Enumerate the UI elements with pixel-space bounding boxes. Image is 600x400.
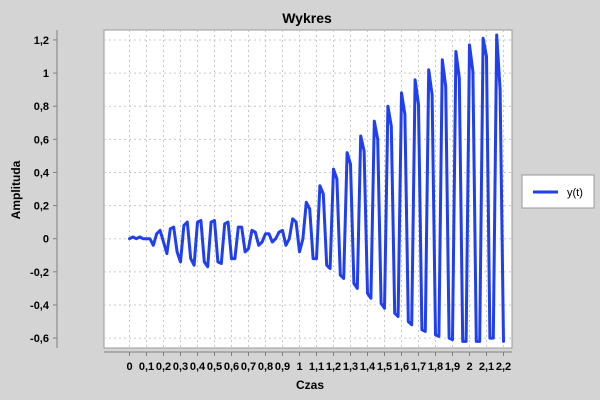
x-tick-label: 0,8: [258, 361, 273, 373]
y-tick-label: 0,2: [34, 201, 49, 213]
x-tick-label: 0,5: [207, 361, 222, 373]
x-tick-label: 1,4: [360, 361, 376, 373]
y-tick-label: 0: [43, 234, 49, 246]
plot-area: [103, 29, 513, 349]
x-tick-layer: 0 0,1 0,2 0,3 0,4 0,5 0,6 0,7 0,8 0,9 1 1,1 1,2 1,3 1,…: [126, 352, 511, 373]
legend-label: y(t): [567, 187, 583, 199]
y-tick-label: -0,2: [30, 267, 49, 279]
chart-title: Wykres: [282, 10, 332, 26]
x-tick-label: 0: [126, 361, 132, 373]
x-tick-label: 2,1: [479, 361, 494, 373]
x-tick-label: 0,6: [224, 361, 239, 373]
x-tick-label: 1,9: [445, 361, 460, 373]
x-tick-label: 1,1: [309, 361, 324, 373]
y-axis-label: Amplituda: [9, 160, 23, 219]
x-tick-label: 0,9: [275, 361, 290, 373]
x-tick-label: 1,3: [343, 361, 358, 373]
y-tick-label: -0,6: [30, 333, 49, 345]
x-tick-label: 2: [466, 361, 472, 373]
x-tick-label: 2,2: [496, 361, 511, 373]
y-tick-label: 0,6: [34, 134, 49, 146]
x-tick-label: 0,2: [156, 361, 171, 373]
legend: y(t): [521, 174, 595, 209]
y-tick-label: 1,2: [34, 35, 49, 47]
x-axis-label: Czas: [296, 378, 324, 392]
x-tick-label: 1: [296, 361, 302, 373]
x-tick-label: 1,7: [411, 361, 426, 373]
y-tick-label: 1: [43, 68, 49, 80]
x-tick-label: 1,8: [428, 361, 443, 373]
x-tick-label: 0,4: [190, 361, 206, 373]
y-tick-label: -0,4: [30, 300, 50, 312]
x-tick-label: 0,3: [173, 361, 188, 373]
x-tick-label: 1,2: [326, 361, 341, 373]
x-tick-label: 0,7: [241, 361, 256, 373]
y-tick-layer: -0,6 -0,4 -0,2 0 0,2 0,4 0,6 0,8 1 1,2: [30, 35, 57, 345]
series-layer: [128, 33, 505, 343]
x-tick-label: 1,6: [394, 361, 409, 373]
x-tick-label: 1,5: [377, 361, 392, 373]
x-tick-label: 0,1: [139, 361, 154, 373]
series-line-0: [128, 33, 505, 343]
y-tick-label: 0,8: [34, 101, 49, 113]
y-tick-label: 0,4: [34, 167, 50, 179]
